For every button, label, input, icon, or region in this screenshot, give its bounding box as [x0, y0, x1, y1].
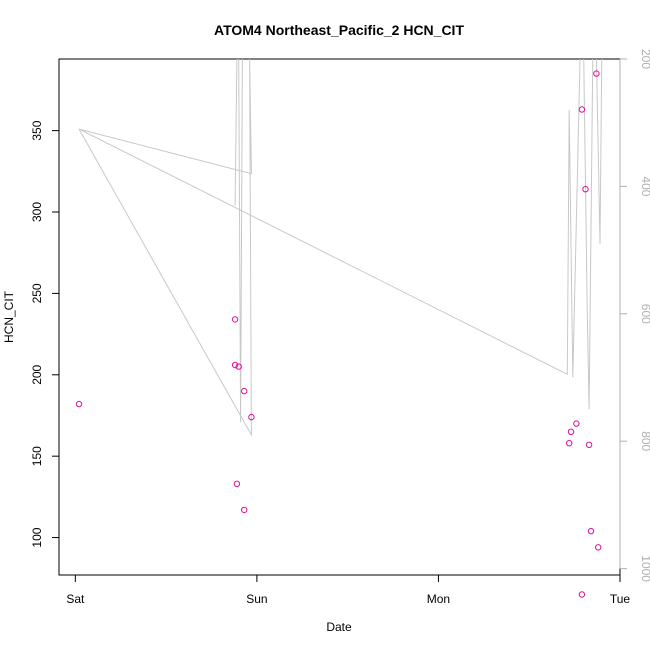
y-tick-label: 150 — [30, 446, 44, 466]
data-point — [235, 363, 242, 370]
data-point — [75, 400, 83, 408]
data-point — [595, 544, 602, 551]
y2-tick-label: 400 — [639, 176, 650, 196]
data-point — [573, 420, 580, 427]
x-axis-label: Date — [326, 620, 352, 634]
y2-tick-label: 1000 — [639, 555, 650, 582]
x-tick-label: Mon — [427, 592, 450, 606]
plot-area — [58, 58, 621, 576]
y2-tick-label: 600 — [639, 304, 650, 324]
data-point — [241, 506, 248, 514]
y-tick-label: 350 — [30, 120, 44, 140]
y-tick-label: 100 — [30, 527, 44, 547]
data-point — [582, 186, 589, 193]
hcn-series — [75, 70, 602, 598]
chart-title-group: ATOM4 Northeast_Pacific_2 HCN_CIT — [214, 22, 464, 38]
x-tick-label: Sat — [66, 592, 85, 606]
data-point — [241, 387, 248, 395]
data-point — [593, 70, 600, 77]
y2-tick-label: 200 — [639, 49, 650, 69]
data-point — [578, 106, 586, 113]
axes: Sat Sun Mon Tue 100 150 200 250 300 350 200 400 600 8… — [30, 49, 650, 606]
data-point — [231, 316, 239, 323]
y-tick-label: 300 — [30, 202, 44, 222]
pressure-series — [78, 59, 603, 437]
data-point — [578, 591, 586, 598]
x-tick-label: Sun — [246, 592, 267, 606]
data-point — [231, 361, 239, 369]
data-point — [587, 527, 595, 535]
x-tick-label: Tue — [610, 592, 631, 606]
y-axis-label: HCN_CIT — [2, 290, 16, 343]
data-point — [566, 440, 573, 447]
y2-tick-label: 800 — [639, 431, 650, 451]
pressure-line — [78, 59, 603, 437]
data-point — [233, 480, 241, 487]
data-point — [585, 441, 593, 448]
plot-frame — [58, 58, 621, 576]
data-point — [248, 413, 255, 421]
chart-title: ATOM4 Northeast_Pacific_2 HCN_CIT — [214, 22, 464, 38]
data-point — [567, 428, 575, 435]
y-tick-label: 250 — [30, 283, 44, 303]
y-tick-label: 200 — [30, 364, 44, 384]
